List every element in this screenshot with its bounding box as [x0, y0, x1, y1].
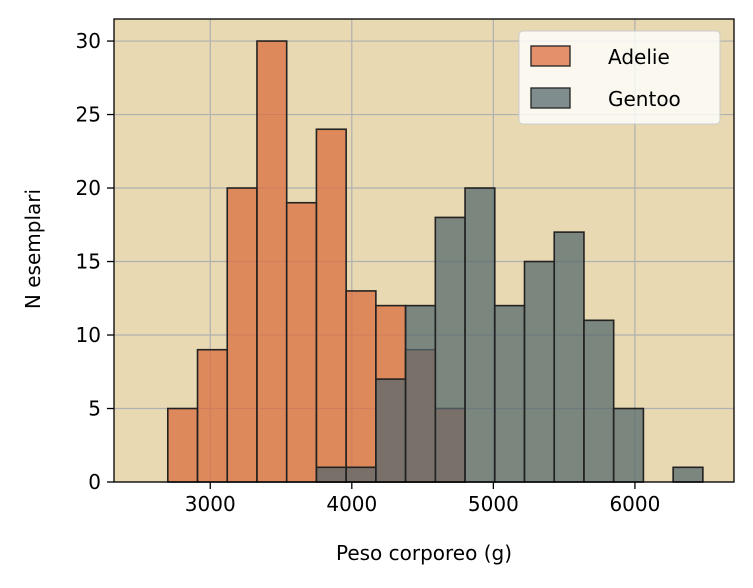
legend: Adelie Gentoo: [518, 30, 721, 125]
bar-gentoo: [523, 260, 556, 483]
y-tick-label: 0: [88, 470, 101, 494]
y-tick-label: 5: [88, 397, 101, 421]
legend-label-adelie: Adelie: [608, 45, 670, 69]
y-axis-label: N esemplari: [21, 189, 45, 309]
bar-adelie: [166, 407, 199, 483]
bar-adelie: [315, 128, 347, 483]
bar-gentoo: [583, 319, 615, 483]
x-axis-label: Peso corporeo (g): [336, 541, 512, 565]
x-tick-label: 4000: [326, 492, 377, 516]
bar-gentoo: [315, 466, 347, 483]
y-tick-label: 15: [76, 250, 101, 274]
y-axis-ticks: 0 5 10 15 20 25 30: [76, 29, 114, 494]
bar-adelie: [196, 348, 229, 483]
bar-adelie: [226, 187, 258, 483]
x-tick-label: 5000: [468, 492, 519, 516]
bar-gentoo: [493, 304, 526, 483]
bar-adelie: [285, 201, 318, 483]
y-tick-label: 25: [76, 103, 101, 127]
y-tick-label: 20: [76, 176, 101, 200]
plot-frame: [113, 18, 735, 483]
bar-gentoo: [404, 304, 437, 483]
bar-gentoo: [345, 466, 377, 483]
bar-adelie: [345, 290, 377, 483]
bar-gentoo: [375, 378, 407, 483]
y-tick-label: 10: [76, 323, 101, 347]
bar-gentoo: [434, 216, 466, 483]
y-tick-label: 30: [76, 29, 101, 53]
x-tick-label: 3000: [185, 492, 236, 516]
legend-label-gentoo: Gentoo: [608, 87, 681, 111]
bars: [166, 40, 704, 483]
x-axis-ticks: 3000 4000 5000 6000: [185, 482, 660, 516]
bar-gentoo: [553, 231, 585, 483]
x-tick-label: 6000: [609, 492, 660, 516]
bar-gentoo: [464, 187, 496, 483]
bar-gentoo: [672, 466, 704, 483]
bar-adelie: [256, 40, 288, 483]
bar-gentoo: [612, 407, 645, 483]
legend-swatch-adelie: [530, 45, 571, 67]
legend-swatch-gentoo: [530, 87, 571, 109]
